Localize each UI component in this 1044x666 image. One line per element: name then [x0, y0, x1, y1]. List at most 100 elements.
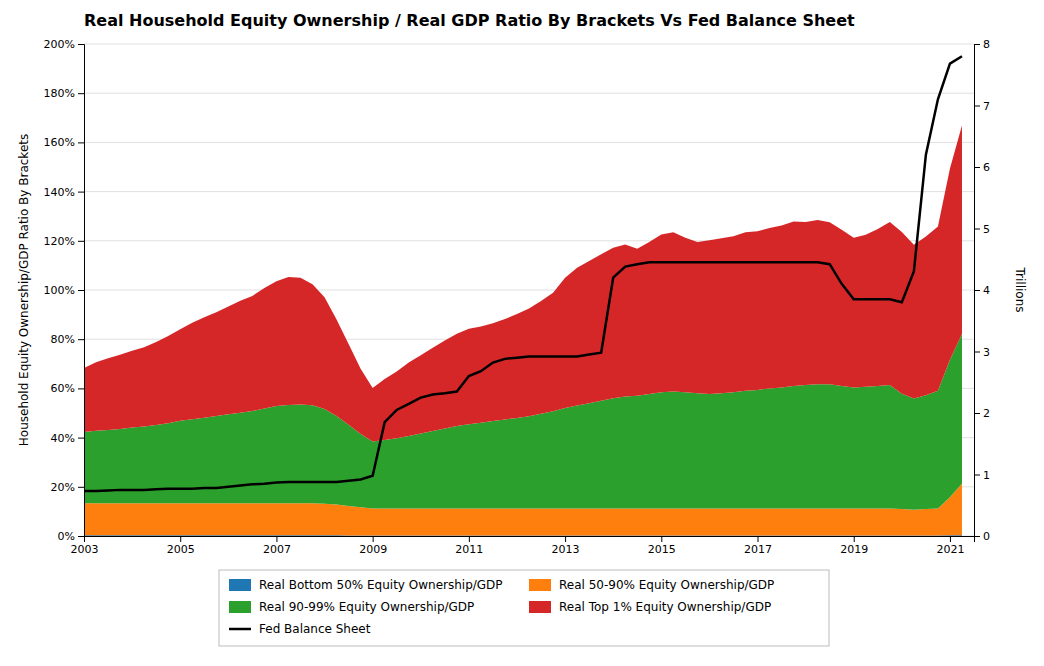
tick-mark: [974, 106, 980, 107]
tick-label: 20%: [51, 481, 75, 494]
tick-mark: [78, 93, 84, 94]
tick-mark: [78, 44, 84, 45]
tick-mark: [974, 44, 980, 45]
title: Real Household Equity Ownership / Real G…: [84, 11, 855, 30]
legend-swatch: [229, 628, 251, 631]
tick-label: 120%: [44, 235, 75, 248]
y-axis: 0%20%40%60%80%100%120%140%160%180%200%: [44, 38, 85, 543]
tick: 60%: [51, 382, 84, 395]
tick: 3: [974, 346, 990, 359]
tick: 2011: [455, 536, 483, 556]
tick-mark: [78, 241, 84, 242]
tick: 2007: [263, 536, 291, 556]
tick: 2015: [648, 536, 676, 556]
tick-label: 4: [983, 284, 990, 297]
tick-label: 2013: [552, 543, 580, 556]
legend-swatch: [229, 601, 251, 613]
grid-line: [84, 191, 974, 192]
y2-axis-title: Trillions: [1013, 266, 1027, 312]
legend-swatch: [529, 601, 551, 613]
tick-mark: [78, 142, 84, 143]
tick-mark: [78, 192, 84, 193]
area: [84, 125, 962, 441]
tick-label: 0%: [58, 530, 75, 543]
tick-label: 100%: [44, 284, 75, 297]
legend-label: Real 90-99% Equity Ownership/GDP: [259, 600, 474, 614]
grid: [84, 44, 974, 536]
tick-mark: [373, 536, 374, 542]
tick-label: 200%: [44, 38, 75, 51]
tick-mark: [974, 352, 980, 353]
tick-label: 2005: [167, 543, 195, 556]
y2-axis: 0 1 2 3 4 5 6 7 8: [974, 38, 990, 543]
tick-mark: [180, 536, 181, 542]
legend-item: Fed Balance Sheet: [229, 622, 371, 636]
tick-label: 180%: [44, 87, 75, 100]
tick: 80%: [51, 333, 84, 346]
marks: [84, 56, 962, 536]
tick-label: 5: [983, 223, 990, 236]
tick-label: 2009: [359, 543, 387, 556]
tick-label: 60%: [51, 382, 75, 395]
tick-label: 7: [983, 100, 990, 113]
tick: 180%: [44, 87, 84, 100]
tick: 120%: [44, 235, 84, 248]
tick: 160%: [44, 136, 84, 149]
tick-label: 140%: [44, 186, 75, 199]
tick-label: 160%: [44, 136, 75, 149]
tick-mark: [565, 536, 566, 542]
tick-mark: [661, 536, 662, 542]
grid-line: [84, 142, 974, 143]
tick: 6: [974, 161, 990, 174]
tick-label: 2003: [71, 543, 99, 556]
tick-mark: [974, 167, 980, 168]
tick-mark: [78, 438, 84, 439]
legend-swatch: [529, 579, 551, 591]
tick: 5: [974, 223, 990, 236]
legend: Real Bottom 50% Equity Ownership/GDP Real…: [219, 570, 829, 646]
tick: 2021: [936, 536, 964, 556]
legend-frame: [219, 570, 829, 646]
axis-domain: [85, 537, 975, 543]
tick-mark: [78, 536, 84, 537]
axis-domain: [78, 45, 85, 537]
tick-mark: [78, 487, 84, 488]
x-axis: 2003 2005 2007 2009 2011 2013 2015 2017 2019 2021: [71, 536, 975, 556]
tick-label: 6: [983, 161, 990, 174]
plot-root: 2003200520072009201120132015201720192021…: [17, 38, 1027, 646]
tick-mark: [854, 536, 855, 542]
tick-label: 0: [983, 530, 990, 543]
tick: 2019: [840, 536, 868, 556]
chart-svg: 2003200520072009201120132015201720192021…: [0, 0, 1044, 666]
tick-label: 2019: [840, 543, 868, 556]
tick: 2009: [359, 536, 387, 556]
tick-mark: [78, 339, 84, 340]
axis-domain: [975, 45, 981, 537]
tick-mark: [974, 475, 980, 476]
tick: 7: [974, 100, 990, 113]
legend-item: Real Bottom 50% Equity Ownership/GDP: [229, 578, 503, 592]
tick-mark: [974, 290, 980, 291]
tick: 0%: [58, 530, 84, 543]
tick-mark: [974, 413, 980, 414]
tick-mark: [78, 388, 84, 389]
grid-line: [84, 44, 974, 45]
tick: 2: [974, 407, 990, 420]
legend-item: Real 90-99% Equity Ownership/GDP: [229, 600, 474, 614]
tick: 140%: [44, 186, 84, 199]
tick: 100%: [44, 284, 84, 297]
chart-container: 2003200520072009201120132015201720192021…: [0, 0, 1044, 666]
tick-label: 2017: [744, 543, 772, 556]
tick-mark: [974, 229, 980, 230]
tick: 20%: [51, 481, 84, 494]
tick: 0: [974, 530, 990, 543]
tick-label: 3: [983, 346, 990, 359]
tick-label: 1: [983, 469, 990, 482]
tick: 2017: [744, 536, 772, 556]
y-axis-title: Household Equity Ownership/GDP Ratio By …: [17, 134, 31, 446]
tick: 4: [974, 284, 990, 297]
grid-line: [84, 93, 974, 94]
tick: 200%: [44, 38, 84, 51]
tick: 8: [974, 38, 990, 51]
tick-mark: [469, 536, 470, 542]
